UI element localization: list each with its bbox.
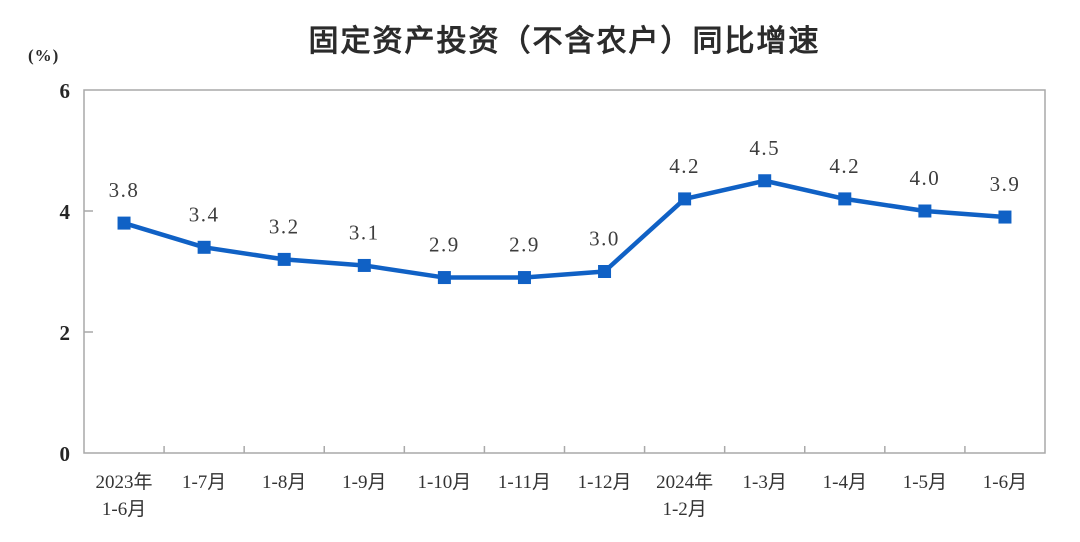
x-tick-label: 1-12月	[578, 472, 632, 493]
series-line	[123, 178, 1006, 280]
x-tick-label: 2024年	[656, 471, 713, 493]
x-tick-label: 1-3月	[743, 472, 787, 493]
data-point-marker	[517, 271, 531, 285]
data-point-label: 2.9	[429, 233, 460, 257]
data-point-label: 3.2	[269, 214, 300, 238]
x-tick-label: 1-8月	[262, 472, 306, 493]
plot-border	[83, 89, 1046, 454]
data-point-label: 4.5	[749, 136, 780, 160]
data-point-marker	[918, 204, 932, 218]
data-point-label: 3.9	[990, 172, 1021, 196]
data-point-label: 4.2	[669, 154, 700, 178]
data-point-marker	[197, 240, 211, 254]
data-point-label: 4.0	[910, 166, 941, 190]
x-tick-label: 1-7月	[182, 472, 226, 493]
data-point-label: 3.1	[349, 220, 380, 244]
x-tick-label: 2023年	[96, 471, 153, 493]
x-tick-label: 1-6月	[102, 499, 146, 520]
chart-title: 固定资产投资（不含农户）同比增速	[308, 25, 821, 58]
x-tick-label: 1-11月	[498, 472, 551, 493]
x-tick-label: 1-4月	[823, 472, 867, 493]
y-tick-label: 4	[60, 200, 71, 224]
data-point-marker	[598, 265, 612, 278]
data-point-label: 3.0	[589, 227, 620, 251]
data-point-marker	[758, 174, 772, 188]
data-point-marker	[838, 192, 852, 206]
x-tick-label: 1-5月	[903, 472, 947, 493]
y-tick-label: 6	[60, 79, 71, 103]
y-tick-label: 0	[60, 442, 71, 466]
data-point-label: 3.8	[109, 178, 140, 202]
data-point-marker	[998, 210, 1012, 224]
data-point-label: 2.9	[509, 233, 540, 257]
y-axis-unit-label: (%)	[28, 46, 60, 65]
data-point-marker	[357, 258, 371, 272]
data-point-label: 4.2	[829, 154, 860, 178]
x-tick-label: 1-6月	[983, 472, 1027, 493]
data-point-marker	[678, 192, 692, 206]
data-point-marker	[277, 252, 291, 266]
x-tick-label: 1-2月	[662, 499, 706, 520]
y-tick-label: 2	[60, 321, 71, 345]
data-point-label: 3.4	[189, 202, 220, 226]
x-tick-label: 1-10月	[417, 472, 471, 493]
data-point-marker	[437, 271, 451, 285]
x-tick-label: 1-9月	[342, 472, 386, 493]
data-point-marker	[117, 216, 131, 230]
